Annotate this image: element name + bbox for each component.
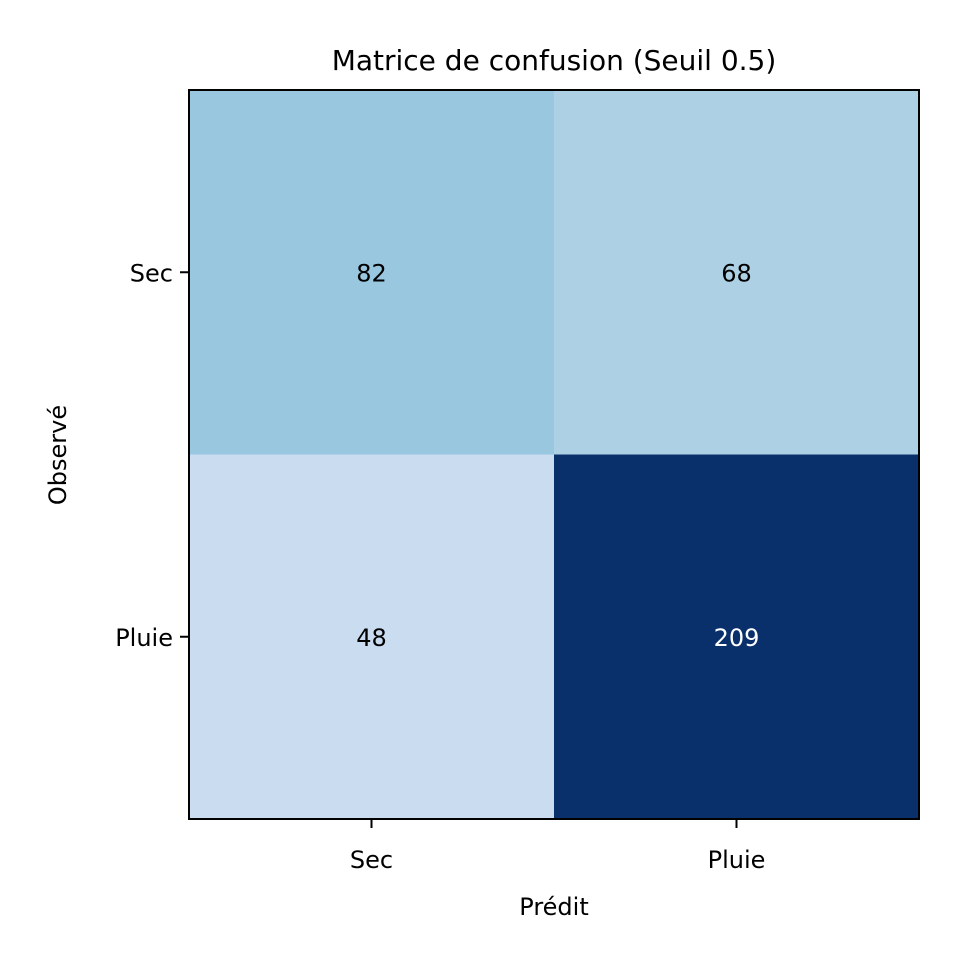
chart-title: Matrice de confusion (Seuil 0.5) <box>332 44 777 77</box>
heatmap-cell <box>554 90 919 455</box>
y-axis-label: Observé <box>44 405 72 505</box>
cell-value-label: 209 <box>714 624 760 652</box>
x-tick-label: Pluie <box>708 846 766 874</box>
heatmap-cell <box>189 454 554 819</box>
cell-value-label: 68 <box>721 259 752 287</box>
heatmap-cells: 82 68 48 209 <box>189 90 919 819</box>
y-tick-label: Sec <box>130 259 173 287</box>
x-axis-label: Prédit <box>519 893 588 921</box>
cell-value-label: 82 <box>356 259 387 287</box>
x-tick-label: Sec <box>350 846 393 874</box>
y-tick-label: Pluie <box>115 624 173 652</box>
heatmap-cell <box>554 454 919 819</box>
axis-ticks: Sec Pluie Sec Pluie <box>115 259 765 874</box>
heatmap-cell <box>189 90 554 455</box>
plot-frame <box>188 89 920 820</box>
cell-value-label: 48 <box>356 624 387 652</box>
